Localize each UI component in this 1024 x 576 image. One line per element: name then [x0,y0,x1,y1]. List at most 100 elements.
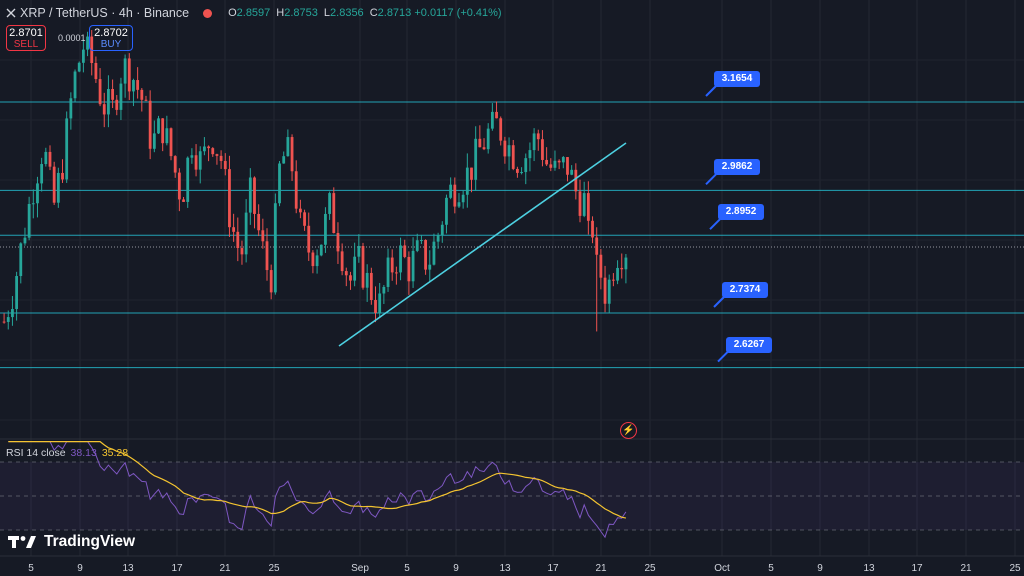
candle-body [236,231,240,249]
candle-body [478,138,482,148]
candle-body [123,58,127,84]
candle-body [445,197,448,225]
candle-body [486,128,490,150]
candle-body [215,154,219,156]
candle-body [223,160,227,170]
candle-body [482,147,486,150]
candle-body [561,157,565,163]
candle-body [357,246,361,257]
market-status-dot[interactable] [203,8,213,18]
rsi-ma-line [8,441,627,519]
candle-body [499,118,503,141]
candle-body [77,62,81,72]
candle-body [290,137,294,172]
replay-icon[interactable]: ⚡ [620,422,637,439]
level-tag[interactable]: 2.7374 [722,282,768,298]
x-axis-label: 9 [453,563,459,574]
candle-body [361,246,365,288]
level-tag[interactable]: 2.6267 [726,336,772,353]
candle-body [390,257,394,273]
symbol-title[interactable]: XRP / TetherUS · 4h · Binance [20,6,190,20]
candle-body [52,166,56,203]
candle-body [353,256,357,281]
candle-body [611,279,615,281]
candle-body [31,203,35,205]
trendline[interactable] [338,142,627,347]
candle-body [198,151,202,170]
candle-body [516,168,519,173]
candle-body [177,172,181,200]
candle-body [369,272,373,301]
x-axis-label: 5 [404,563,410,574]
rsi-ma-value: 35.28 [101,447,129,459]
candle-body [311,252,315,267]
level-tag[interactable]: 3.1654 [714,70,760,87]
x-axis-label: 25 [268,563,280,574]
candle-body [253,177,256,214]
candle-body [511,145,515,169]
candle-body [453,184,457,207]
candle-body [386,257,390,287]
candle-body [411,250,415,282]
candle-body [541,139,544,160]
x-axis-label: 21 [960,563,972,574]
candle-body [307,225,311,253]
candle-body [127,58,131,92]
level-tag[interactable]: 2.8952 [718,204,764,221]
candle-body [399,245,402,273]
candle-body [48,151,52,167]
sell-button[interactable]: 2.8701 SELL [6,25,46,51]
candles [2,30,628,332]
candle-body [595,237,599,255]
x-axis-label: 9 [817,563,823,574]
x-axis-label: Sep [351,563,369,574]
candle-body [420,240,423,242]
level-tag-pointer [717,350,729,363]
candle-body [465,167,469,195]
candle-body [98,79,102,105]
ohlc-readout: O2.8597 H2.8753 L2.8356 C2.8713 +0.0117 … [228,7,502,19]
candle-body [303,212,306,226]
candle-body [161,118,165,144]
candle-body [40,164,44,184]
level-tag[interactable]: 2.9862 [714,159,760,176]
candle-body [19,243,23,277]
candle-body [394,272,398,274]
candle-body [440,224,444,236]
tradingview-icon [8,536,36,548]
candle-body [203,146,206,152]
candle-body [407,256,411,282]
candle-body [81,49,85,63]
buy-button[interactable]: 2.8702 BUY [89,25,133,51]
sell-label: SELL [13,39,39,50]
candle-body [165,128,169,144]
candle-body [278,163,281,204]
candle-body [248,177,252,213]
candle-body [424,240,427,270]
candle-body [470,167,473,180]
candle-body [570,169,574,175]
candle-body [549,164,553,168]
candle-body [574,169,578,192]
level-tag-pointer [705,173,717,186]
x-axis-label: 21 [595,563,607,574]
rsi-pane [0,438,1024,539]
candle-body [607,279,611,304]
sell-price: 2.8701 [9,27,43,39]
candle-body [340,251,344,272]
candle-body [132,80,135,92]
candle-body [586,193,590,221]
candle-body [503,140,507,157]
x-axis-label: 17 [911,563,923,574]
candle-body [207,146,210,149]
x-axis-label: 13 [863,563,875,574]
x-axis-label: 17 [171,563,183,574]
tradingview-logo[interactable]: TradingView [8,533,135,551]
candle-body [94,63,98,80]
candle-body [61,172,64,180]
candle-body [240,248,244,255]
candle-body [169,128,173,157]
rsi-legend[interactable]: RSI 14 close 38.13 35.28 [6,447,128,459]
candle-body [520,172,523,174]
